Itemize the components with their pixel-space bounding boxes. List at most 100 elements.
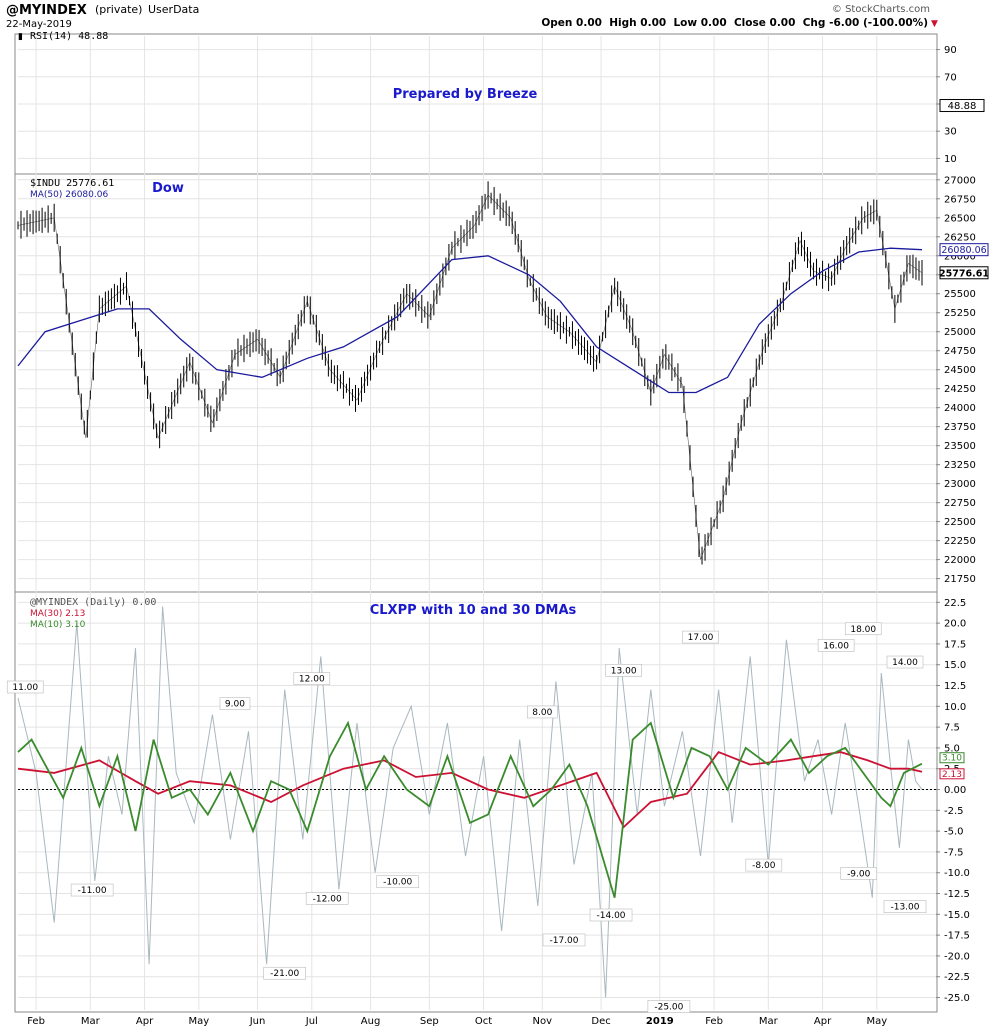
callout-label: -10.00 (383, 878, 412, 888)
y-tick-label: 26250 (944, 232, 976, 243)
y-tick-label: 23500 (944, 441, 976, 452)
y-tick-label: 21750 (944, 574, 976, 585)
callout-box (840, 867, 878, 880)
y-tick-label: 10.0 (944, 702, 966, 713)
ohlc-readout: Open 0.00 High 0.00 Low 0.00 Close 0.00 … (541, 17, 928, 29)
x-tick-label: Mar (759, 1016, 779, 1027)
ma10-line (17, 720, 923, 898)
y-tick-label: -10.0 (944, 868, 970, 879)
x-tick-label: Apr (814, 1016, 832, 1027)
callout-box (263, 966, 306, 980)
clxpp-annotation: CLXPP with 10 and 30 DMAs (370, 603, 577, 618)
callout-label: -13.00 (890, 903, 919, 913)
x-tick-label: Feb (705, 1016, 723, 1027)
ma10-value-label: 3.10 (942, 754, 962, 764)
label-layer: 48.88 26080.06 25776.61 11.00 -11.00 9.00 -21.… (6, 99, 989, 1013)
callout-box (883, 900, 927, 913)
callout-box (605, 664, 642, 677)
price-line (17, 194, 923, 560)
x-tick-label: Dec (591, 1016, 610, 1027)
ma30-line (17, 751, 923, 829)
y-tick-label: 25000 (944, 327, 976, 338)
y-tick-label: -22.5 (944, 972, 970, 983)
ma30-value-label: 2.13 (942, 770, 962, 780)
y-tick-label: -7.5 (944, 847, 964, 858)
oscillator-panel (14, 591, 938, 1013)
date-label: 22-May-2019 (6, 19, 72, 30)
x-tick-label: Aug (361, 1016, 381, 1027)
x-tick-label: May (188, 1016, 209, 1027)
y-tick-label: 24000 (944, 403, 976, 414)
y-tick-label: 22250 (944, 536, 976, 547)
callout-label: -8.00 (752, 861, 776, 871)
y-tick-label: 90 (944, 45, 957, 56)
x-tick-label: Mar (81, 1016, 101, 1027)
raw-osc-line (17, 606, 923, 998)
callout-box (745, 858, 783, 872)
y-tick-label: 26500 (944, 213, 976, 224)
callout-label: 17.00 (688, 633, 714, 643)
ma30-legend: MA(30) 2.13 (30, 609, 85, 619)
callout-box (886, 655, 924, 669)
callout-label: -21.00 (270, 969, 299, 979)
osc-legend: @MYINDEX (Daily) 0.00 (30, 597, 156, 608)
ma30-value-box (939, 768, 965, 780)
ma10-legend: MA(10) 3.10 (30, 620, 86, 630)
x-tick-label: Apr (136, 1016, 154, 1027)
y-tick-label: 12.5 (944, 681, 966, 692)
callout-label: 16.00 (823, 641, 849, 651)
callout-label: -12.00 (313, 894, 342, 904)
callout-label: 12.00 (299, 675, 325, 685)
callout-label: 18.00 (850, 625, 876, 635)
y-tick-label: 24250 (944, 384, 976, 395)
rsi-value-box (939, 99, 985, 113)
y-tick-label: 25250 (944, 308, 976, 319)
ma50-line (17, 247, 923, 394)
chg-down-icon: ▼ (931, 19, 938, 29)
dow-annotation: Dow (152, 181, 184, 196)
x-tick-label: Jul (305, 1016, 318, 1027)
y-tick-label: 25500 (944, 289, 976, 300)
series-layer (17, 181, 936, 998)
prepared-by-annotation: Prepared by Breeze (393, 87, 538, 102)
y-tick-label: -25.0 (944, 993, 970, 1004)
y-tick-label: 0.00 (944, 785, 966, 796)
watermark: © StockCharts.com (832, 4, 930, 15)
callout-label: 14.00 (892, 658, 918, 668)
rsi-value-label: 48.88 (948, 101, 977, 112)
y-tick-label: 22000 (944, 555, 976, 566)
y-tick-label: 7.5 (944, 723, 960, 734)
rsi-icon: ▮ (18, 32, 23, 42)
callout-box (219, 697, 251, 710)
y-tick-label: 15.0 (944, 660, 966, 671)
callout-box (305, 892, 349, 905)
callout-label: -11.00 (78, 886, 107, 896)
y-tick-label: 23250 (944, 460, 976, 471)
ma50-value-box (939, 243, 989, 257)
callout-box (817, 639, 855, 652)
y-tick-label: 23750 (944, 422, 976, 433)
x-tick-label: Feb (27, 1016, 45, 1027)
y-tick-label: -20.0 (944, 951, 970, 962)
y-tick-label: -12.5 (944, 889, 970, 900)
y-tick-label: 22.5 (944, 598, 966, 609)
callout-label: 11.00 (12, 683, 38, 693)
callout-box (589, 908, 633, 922)
y-tick-label: 26000 (944, 251, 976, 262)
callout-box (293, 672, 331, 685)
callout-box (542, 933, 586, 947)
callout-box (682, 630, 719, 644)
y-tick-label: -5.0 (944, 827, 964, 838)
x-tick-label: Oct (475, 1016, 492, 1027)
callout-label: -14.00 (597, 911, 626, 921)
x-tick-label: Nov (533, 1016, 553, 1027)
callout-box (6, 680, 44, 694)
source-label: UserData (148, 3, 199, 16)
callout-label: -9.00 (847, 869, 871, 879)
y-tick-label: 5.0 (944, 743, 960, 754)
ma10-value-box (939, 752, 965, 764)
y-tick-label: 23000 (944, 479, 976, 490)
callout-label: -17.00 (550, 936, 579, 946)
y-tick-label: 10 (944, 154, 957, 165)
